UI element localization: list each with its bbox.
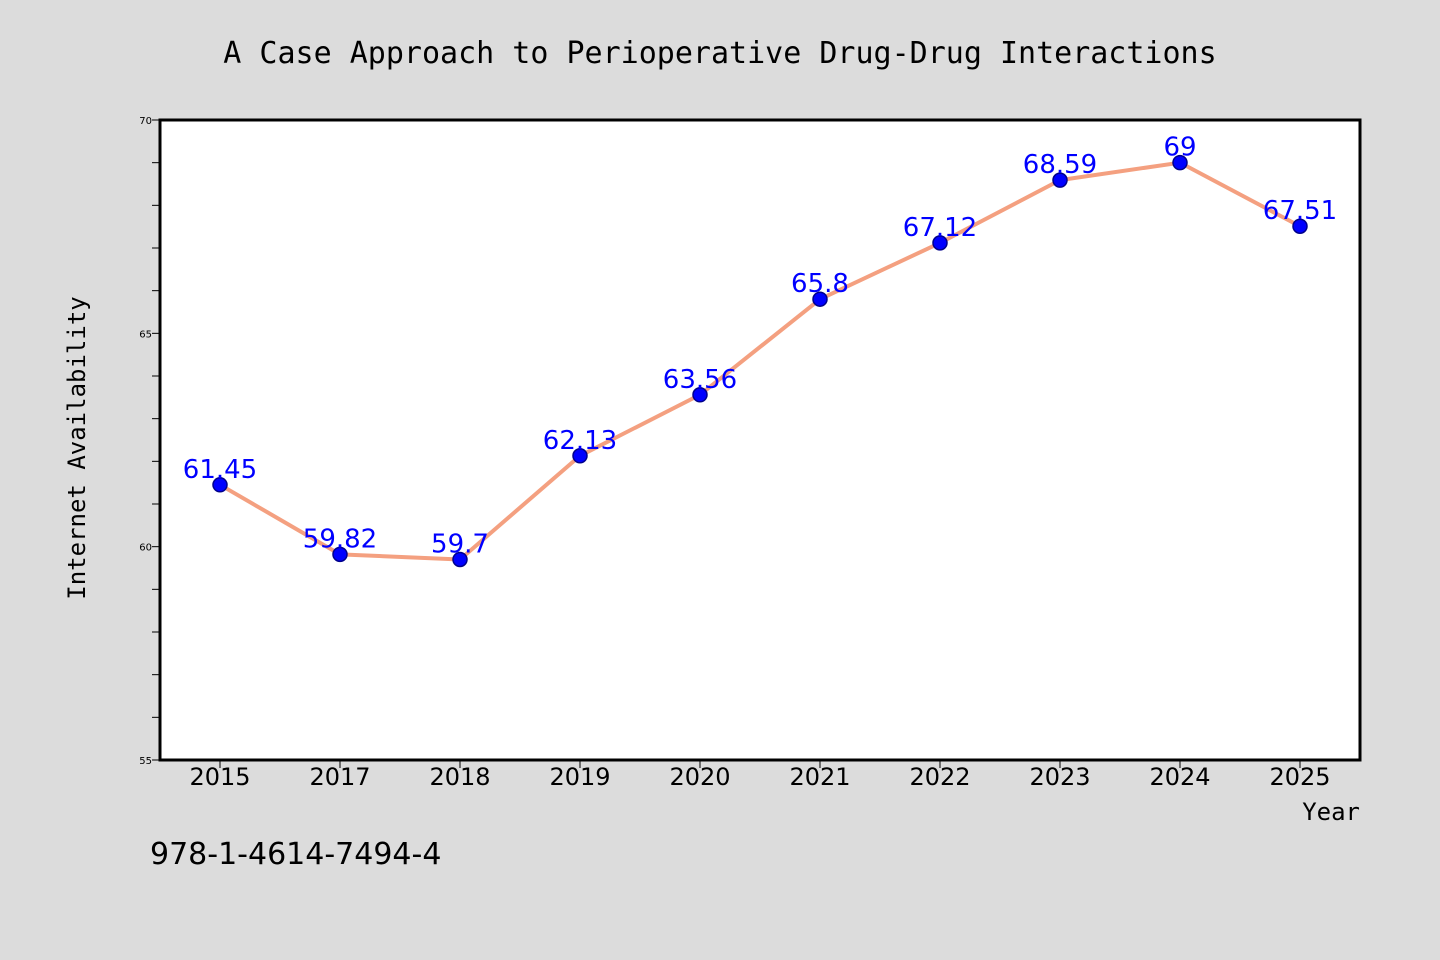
series-points-group — [212, 154, 1308, 568]
data-label: 67.51 — [1263, 196, 1337, 226]
x-tick-label: 2025 — [1269, 763, 1330, 791]
x-tick-label: 2021 — [789, 763, 850, 791]
x-axis-label: Year — [1302, 798, 1360, 826]
plot-area — [160, 120, 1360, 760]
y-axis: 55 60 65 70 — [139, 116, 160, 767]
x-tick-label: 2015 — [189, 763, 250, 791]
data-label: 59.82 — [303, 524, 377, 554]
x-tick-label: 2020 — [669, 763, 730, 791]
data-point — [692, 387, 708, 403]
chart-title: A Case Approach to Perioperative Drug-Dr… — [223, 36, 1216, 71]
y-tick-label: 65 — [139, 329, 152, 340]
y-tick-label: 70 — [139, 116, 152, 127]
x-tick-label: 2017 — [309, 763, 370, 791]
data-label: 59.7 — [431, 529, 489, 559]
x-axis: 2015 2017 2018 2019 2020 2021 2022 2023 2024 2025 — [189, 760, 1331, 791]
data-point — [332, 546, 348, 563]
data-labels-group: 61.45 59.82 59.7 62.13 63.56 65.8 67.12 68.59 69… — [183, 133, 1337, 560]
footer-text: 978-1-4614-7494-4 — [150, 837, 441, 872]
x-tick-label: 2019 — [549, 763, 610, 791]
x-tick-label: 2024 — [1149, 763, 1210, 791]
x-tick-label: 2018 — [429, 763, 490, 791]
data-point — [932, 235, 948, 251]
y-tick-label: 55 — [139, 756, 152, 767]
y-axis-label: Internet Availability — [63, 296, 91, 599]
x-tick-label: 2022 — [909, 763, 970, 791]
data-point — [572, 448, 588, 464]
data-point — [452, 551, 468, 568]
data-label: 68.59 — [1023, 150, 1097, 180]
data-point — [212, 477, 228, 493]
plot-frame — [158, 118, 1362, 762]
data-label: 61.45 — [183, 455, 257, 485]
data-label: 63.56 — [663, 365, 737, 395]
series-line-group — [218, 160, 1302, 562]
y-tick-label: 60 — [139, 543, 152, 554]
data-point — [1292, 218, 1308, 234]
data-label: 65.8 — [791, 269, 849, 299]
data-label: 67.12 — [903, 213, 977, 243]
data-point — [1172, 154, 1188, 171]
data-label: 62.13 — [543, 426, 617, 456]
data-point — [812, 291, 828, 307]
series-line — [218, 160, 1302, 562]
data-point — [1052, 172, 1068, 188]
data-label: 69 — [1163, 133, 1196, 163]
x-tick-label: 2023 — [1029, 763, 1090, 791]
